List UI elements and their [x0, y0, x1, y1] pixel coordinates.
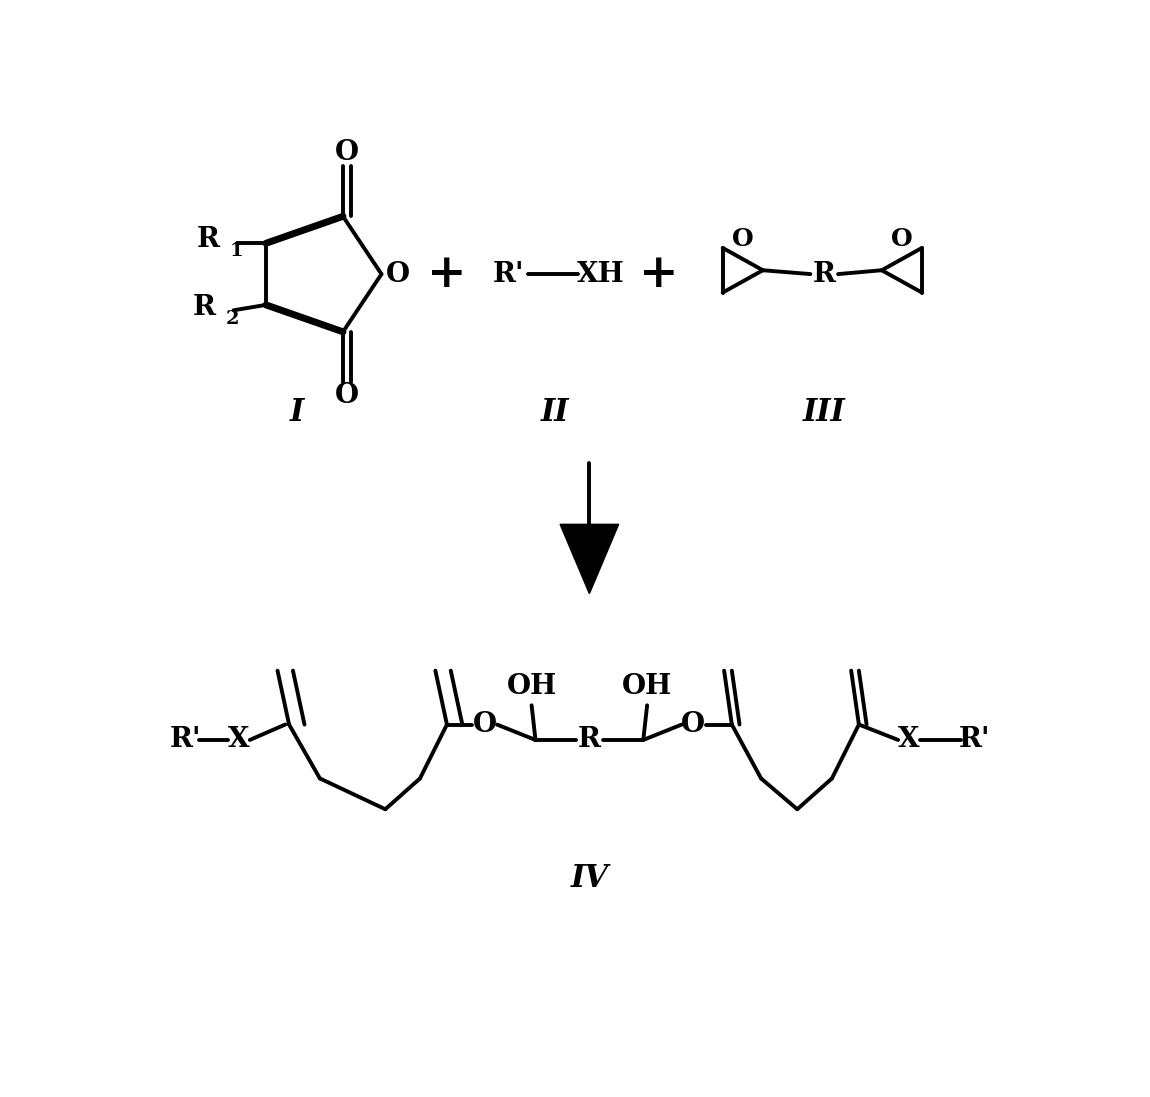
- Text: +: +: [427, 251, 467, 297]
- Text: O: O: [681, 711, 705, 738]
- Text: XH: XH: [577, 261, 624, 287]
- Text: O: O: [335, 382, 359, 409]
- Text: O: O: [474, 711, 498, 738]
- Text: O: O: [891, 227, 913, 251]
- Text: R': R': [959, 726, 990, 754]
- Text: X: X: [228, 726, 250, 754]
- Text: R': R': [493, 261, 524, 287]
- Text: OH: OH: [506, 672, 557, 700]
- Text: 2: 2: [225, 309, 239, 328]
- Text: IV: IV: [570, 863, 608, 894]
- Polygon shape: [560, 524, 619, 593]
- Text: R: R: [813, 261, 836, 287]
- Text: O: O: [386, 261, 411, 287]
- Text: +: +: [639, 251, 678, 297]
- Text: X: X: [898, 726, 920, 754]
- Text: R: R: [578, 726, 600, 754]
- Text: R: R: [193, 294, 216, 320]
- Text: O: O: [731, 227, 753, 251]
- Text: R': R': [169, 726, 201, 754]
- Text: III: III: [803, 397, 845, 428]
- Text: II: II: [540, 397, 569, 428]
- Text: OH: OH: [622, 672, 673, 700]
- Text: R: R: [197, 226, 220, 253]
- Text: 1: 1: [230, 242, 244, 260]
- Text: I: I: [290, 397, 304, 428]
- Text: O: O: [335, 139, 359, 166]
